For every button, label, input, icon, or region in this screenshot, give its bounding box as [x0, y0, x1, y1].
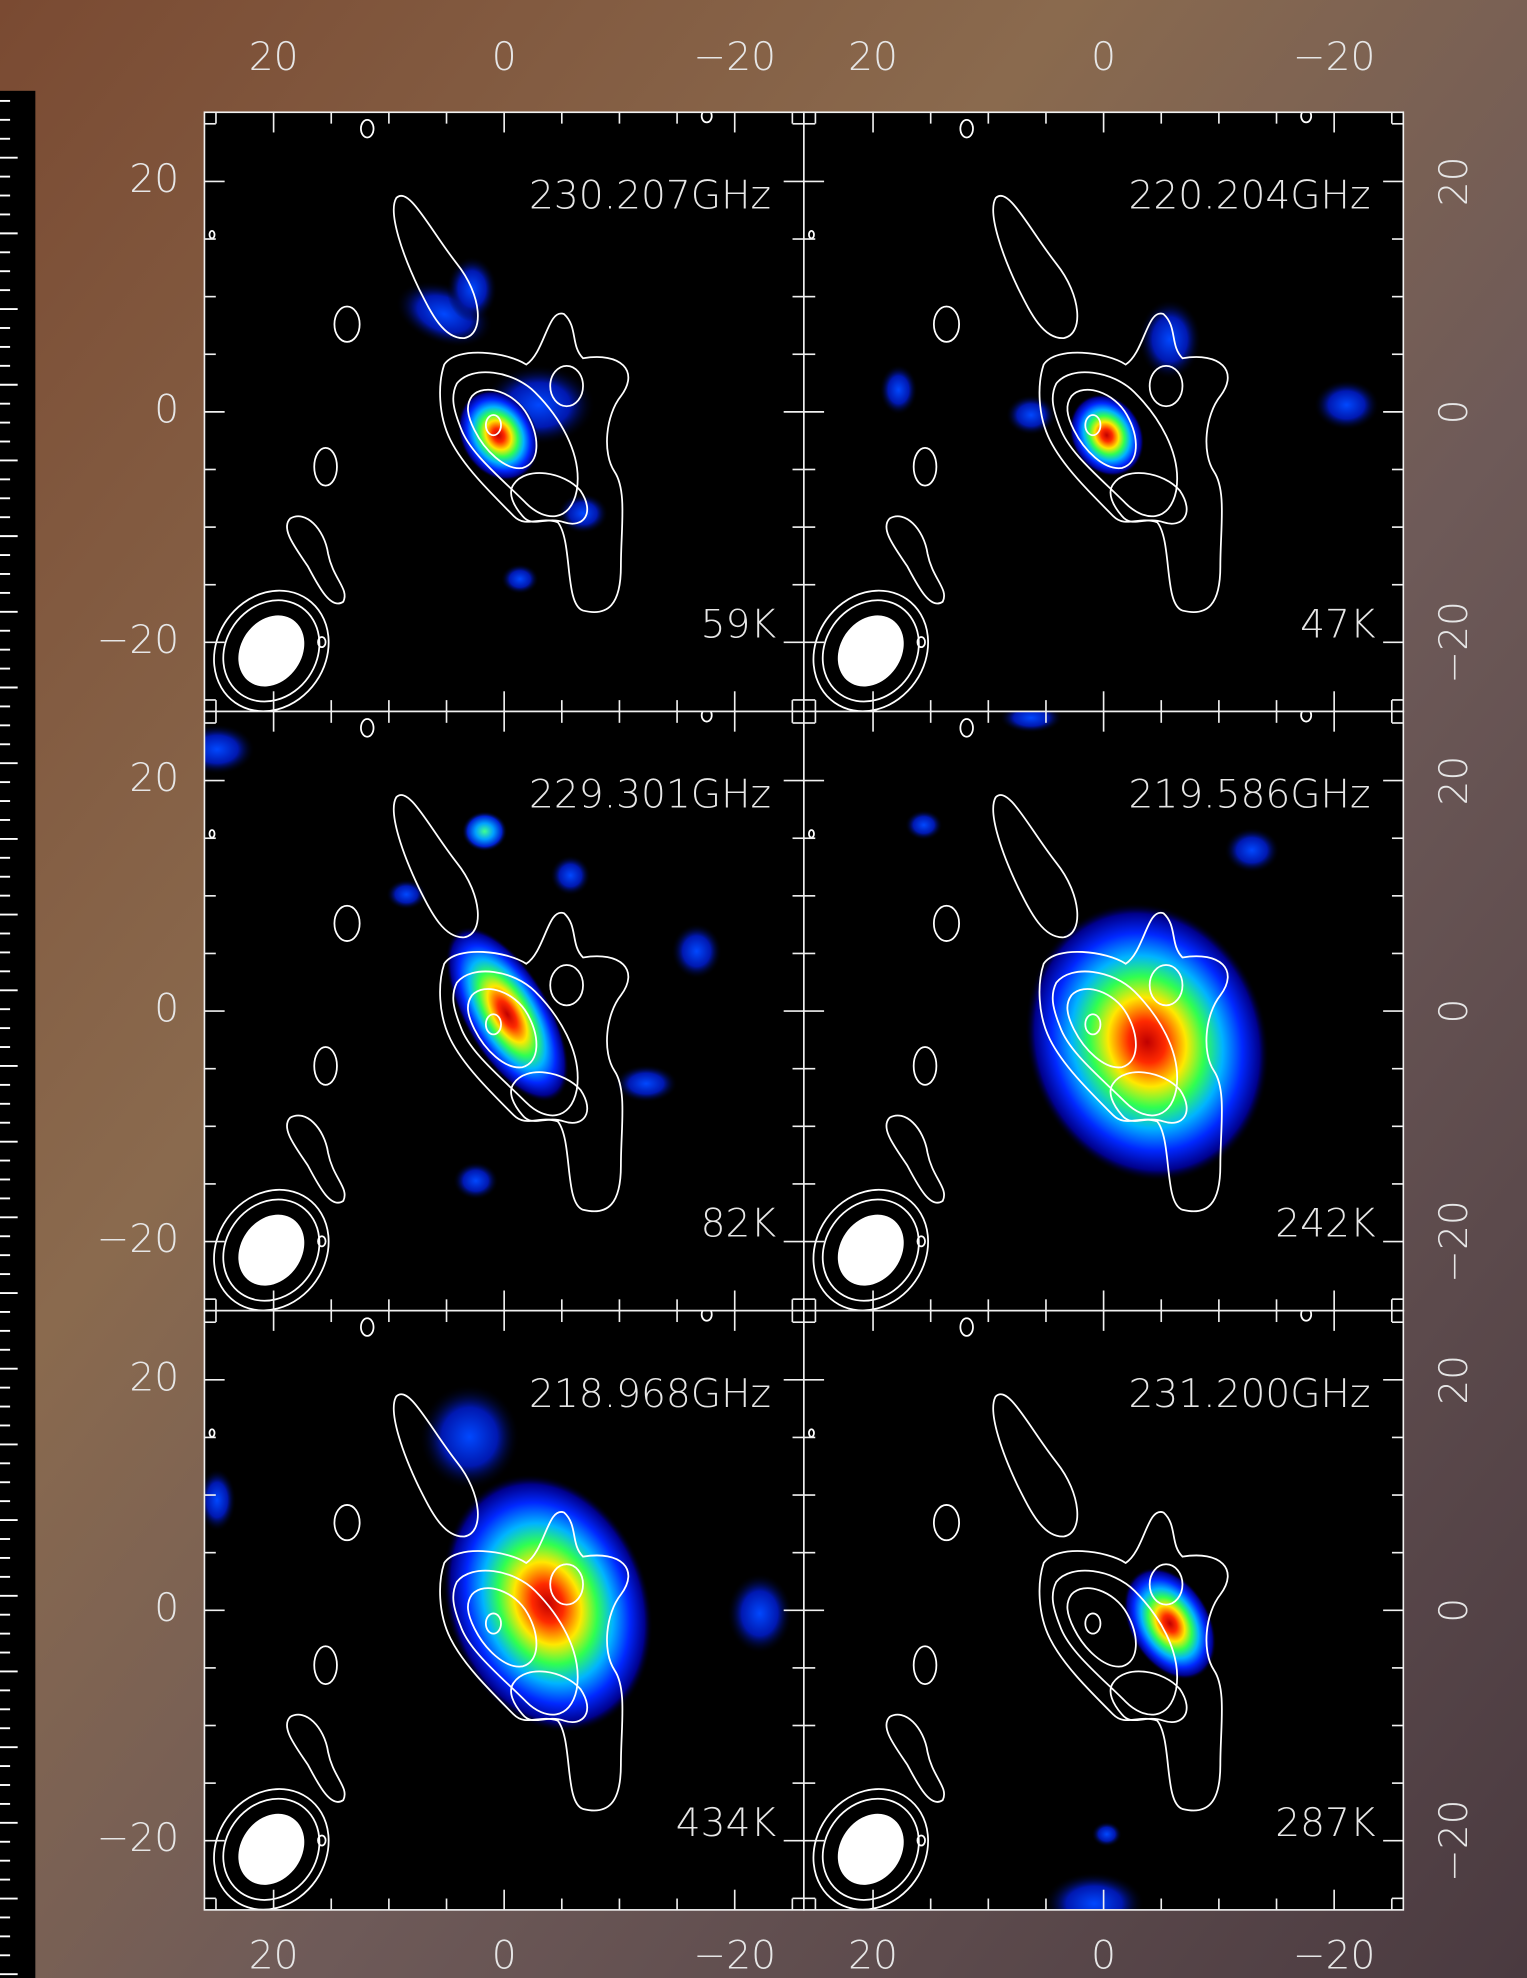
x-tick-label: 0	[492, 35, 517, 80]
y-tick-label: 0	[1432, 399, 1477, 424]
emission	[501, 564, 539, 594]
panel-peak: 59K	[701, 602, 777, 647]
x-tick-label: −20	[693, 1933, 776, 1978]
panel: 20 0 −20 20 0 −20 231.200GHz 287K	[790, 1308, 1477, 1978]
y-tick-label: 20	[1432, 1355, 1477, 1405]
x-tick-label: 0	[1091, 35, 1116, 80]
emission	[453, 1162, 498, 1200]
x-tick-label: 20	[848, 1933, 898, 1978]
panel-frequency: 230.207GHz	[529, 174, 771, 219]
y-tick-label: −20	[1432, 601, 1477, 684]
panel-peak: 82K	[701, 1202, 777, 1247]
panel: 20 0 −20 20 0 −20 220.204GHz 47K	[790, 35, 1477, 734]
emission	[880, 365, 918, 415]
emission	[1092, 1822, 1122, 1847]
emission	[462, 811, 507, 851]
figure: 20 0 −20 20 0 −20 230.207GHz 59K 20 0 −20 20 0 −20 220…	[0, 0, 1527, 1978]
x-tick-label: −20	[693, 35, 776, 80]
panels: 20 0 −20 20 0 −20 230.207GHz 59K 20 0 −20 20 0 −20 220…	[97, 35, 1477, 1978]
panel-peak: 287K	[1275, 1801, 1376, 1846]
x-tick-label: −20	[1293, 1933, 1376, 1978]
y-tick-label: −20	[97, 1217, 180, 1262]
y-tick-label: 0	[154, 987, 179, 1032]
y-tick-label: 0	[1432, 1598, 1477, 1623]
y-tick-label: 20	[1432, 157, 1477, 207]
x-tick-label: −20	[1293, 35, 1376, 80]
y-tick-label: 20	[129, 756, 179, 801]
y-tick-label: 20	[1432, 756, 1477, 806]
y-tick-label: 0	[154, 1586, 179, 1631]
emission	[558, 493, 608, 533]
x-tick-label: 0	[1091, 1933, 1116, 1978]
panel-peak: 242K	[1275, 1202, 1376, 1247]
x-tick-label: 20	[249, 35, 299, 80]
emission	[671, 923, 721, 979]
y-tick-label: −20	[1432, 1200, 1477, 1283]
y-tick-label: −20	[97, 618, 180, 663]
emission	[550, 855, 590, 895]
y-tick-label: −20	[97, 1816, 180, 1861]
emission	[1138, 299, 1201, 380]
emission	[419, 1384, 520, 1490]
panel-peak: 47K	[1300, 602, 1376, 647]
emission	[386, 879, 426, 909]
y-tick-label: 20	[129, 157, 179, 202]
x-tick-label: 20	[249, 1933, 299, 1978]
y-tick-label: 0	[1432, 999, 1477, 1024]
panel-peak: 434K	[676, 1801, 777, 1846]
panel-frequency: 220.204GHz	[1128, 174, 1370, 219]
panel-frequency: 231.200GHz	[1128, 1372, 1370, 1417]
panel-frequency: 218.968GHz	[529, 1372, 771, 1417]
panel-frequency: 229.301GHz	[529, 773, 771, 818]
y-tick-label: −20	[1432, 1799, 1477, 1882]
panel: 20 0 −20 219.586GHz 242K	[790, 703, 1477, 1333]
y-tick-label: 20	[129, 1355, 179, 1400]
page: {"chart_data": {"type": "image-grid", "x…	[0, 0, 1527, 1978]
panel-frequency: 219.586GHz	[1128, 773, 1370, 818]
x-tick-label: 20	[848, 35, 898, 80]
y-tick-label: 0	[154, 387, 179, 432]
emission	[1006, 395, 1056, 435]
emission	[1314, 380, 1380, 430]
x-tick-label: 0	[492, 1933, 517, 1978]
emission	[1224, 828, 1280, 873]
emission	[615, 1065, 678, 1103]
side-ruler	[0, 91, 35, 1978]
emission	[905, 810, 943, 840]
emission	[727, 1573, 793, 1654]
